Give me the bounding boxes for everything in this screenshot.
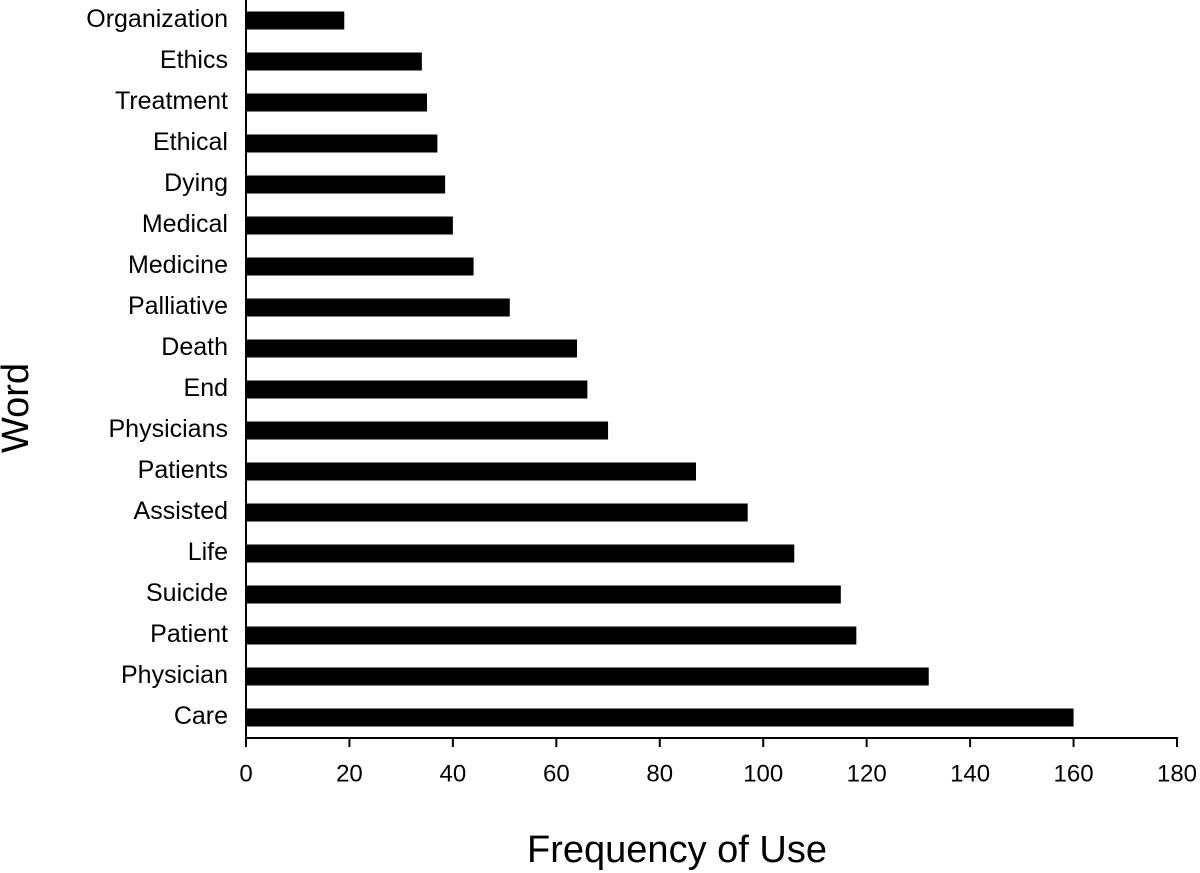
x-tick-label: 180 xyxy=(1157,760,1197,787)
x-tick-label: 100 xyxy=(743,760,783,787)
x-tick-label: 60 xyxy=(543,760,570,787)
y-tick-label: End xyxy=(184,374,228,402)
y-tick-label: Assisted xyxy=(134,497,228,525)
y-tick-label: Medical xyxy=(142,210,228,238)
bar xyxy=(246,380,588,399)
x-tick-label: 40 xyxy=(440,760,467,787)
bar xyxy=(246,503,748,522)
bar xyxy=(246,93,428,112)
bar xyxy=(246,11,345,30)
y-tick-label: Patient xyxy=(150,620,228,648)
y-tick-label: Life xyxy=(188,538,228,566)
x-tick-label: 120 xyxy=(847,760,887,787)
x-tick-label: 80 xyxy=(646,760,673,787)
bar xyxy=(246,134,438,153)
y-tick-label: Physicians xyxy=(109,415,229,443)
y-tick-label: Dying xyxy=(164,169,228,197)
y-tick-label: Patients xyxy=(138,456,228,484)
x-tick-label: 0 xyxy=(239,760,252,787)
bar xyxy=(246,708,1074,727)
x-tick-label: 140 xyxy=(950,760,990,787)
bar xyxy=(246,667,929,686)
y-tick-label: Organization xyxy=(86,5,228,33)
y-tick-label: Treatment xyxy=(115,87,228,115)
bar xyxy=(246,175,446,194)
bar xyxy=(246,626,857,645)
bar xyxy=(246,52,422,71)
x-tick-label: 20 xyxy=(336,760,363,787)
y-axis-title: Word xyxy=(0,363,37,453)
bar xyxy=(246,462,696,481)
bar xyxy=(246,216,453,235)
x-tick-label: 160 xyxy=(1054,760,1094,787)
y-tick-label: Palliative xyxy=(128,292,228,320)
y-tick-label: Medicine xyxy=(128,251,228,279)
bar xyxy=(246,421,609,440)
bar xyxy=(246,339,578,358)
y-tick-label: Care xyxy=(174,702,228,730)
bar xyxy=(246,544,795,563)
y-tick-label: Death xyxy=(161,333,228,361)
bar xyxy=(246,257,474,276)
x-axis-title: Frequency of Use xyxy=(527,829,827,871)
bar xyxy=(246,298,510,317)
y-tick-label: Suicide xyxy=(146,579,228,607)
y-tick-label: Ethics xyxy=(160,46,228,74)
y-tick-label: Ethical xyxy=(153,128,228,156)
bar xyxy=(246,585,841,604)
y-tick-label: Physician xyxy=(121,661,228,689)
